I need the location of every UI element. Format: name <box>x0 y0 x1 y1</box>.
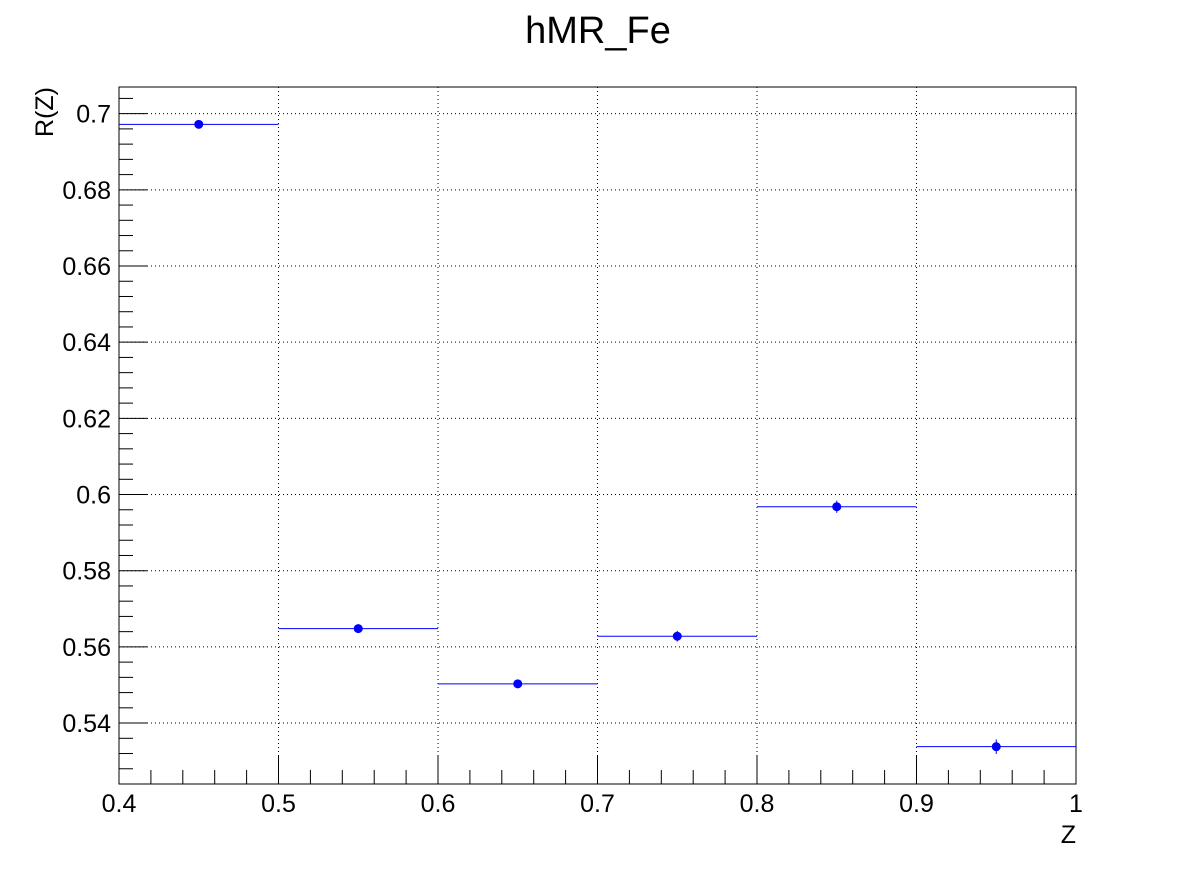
data-marker <box>513 679 523 689</box>
chart-title: hMR_Fe <box>525 10 671 52</box>
y-axis-tick-labels: 0.54 0.56 0.58 0.6 0.62 0.64 0.66 0.68 0.7 <box>62 101 111 738</box>
x-tick-label: 1 <box>1069 790 1083 818</box>
data-point <box>597 630 757 642</box>
y-tick-label: 0.66 <box>62 253 111 281</box>
x-tick-label: 0.5 <box>261 790 296 818</box>
data-points <box>119 119 1076 754</box>
y-tick-label: 0.6 <box>76 482 111 510</box>
y-axis-title: R(Z) <box>31 87 59 137</box>
y-tick-label: 0.56 <box>62 634 111 662</box>
y-tick-label: 0.54 <box>62 710 111 738</box>
x-axis-tick-labels: 0.4 0.5 0.6 0.7 0.8 0.9 1 <box>102 790 1083 818</box>
y-tick-label: 0.62 <box>62 405 111 433</box>
x-tick-label: 0.6 <box>421 790 456 818</box>
y-tick-label: 0.64 <box>62 329 111 357</box>
x-tick-label: 0.8 <box>740 790 775 818</box>
data-marker <box>672 631 682 641</box>
data-point <box>119 119 279 129</box>
data-marker <box>194 119 204 129</box>
data-point <box>916 739 1076 754</box>
data-point <box>278 624 438 634</box>
data-point <box>438 679 598 689</box>
x-axis-title: Z <box>1061 821 1076 849</box>
x-tick-label: 0.9 <box>899 790 934 818</box>
data-marker <box>353 624 363 634</box>
data-point <box>757 500 917 513</box>
y-tick-label: 0.7 <box>76 101 111 129</box>
grid <box>119 87 1076 784</box>
axis-ticks <box>118 97 1077 785</box>
data-marker <box>832 502 842 512</box>
x-tick-label: 0.7 <box>580 790 615 818</box>
data-marker <box>991 742 1001 752</box>
x-tick-label: 0.4 <box>102 790 137 818</box>
y-tick-label: 0.68 <box>62 177 111 205</box>
y-tick-label: 0.58 <box>62 558 111 586</box>
